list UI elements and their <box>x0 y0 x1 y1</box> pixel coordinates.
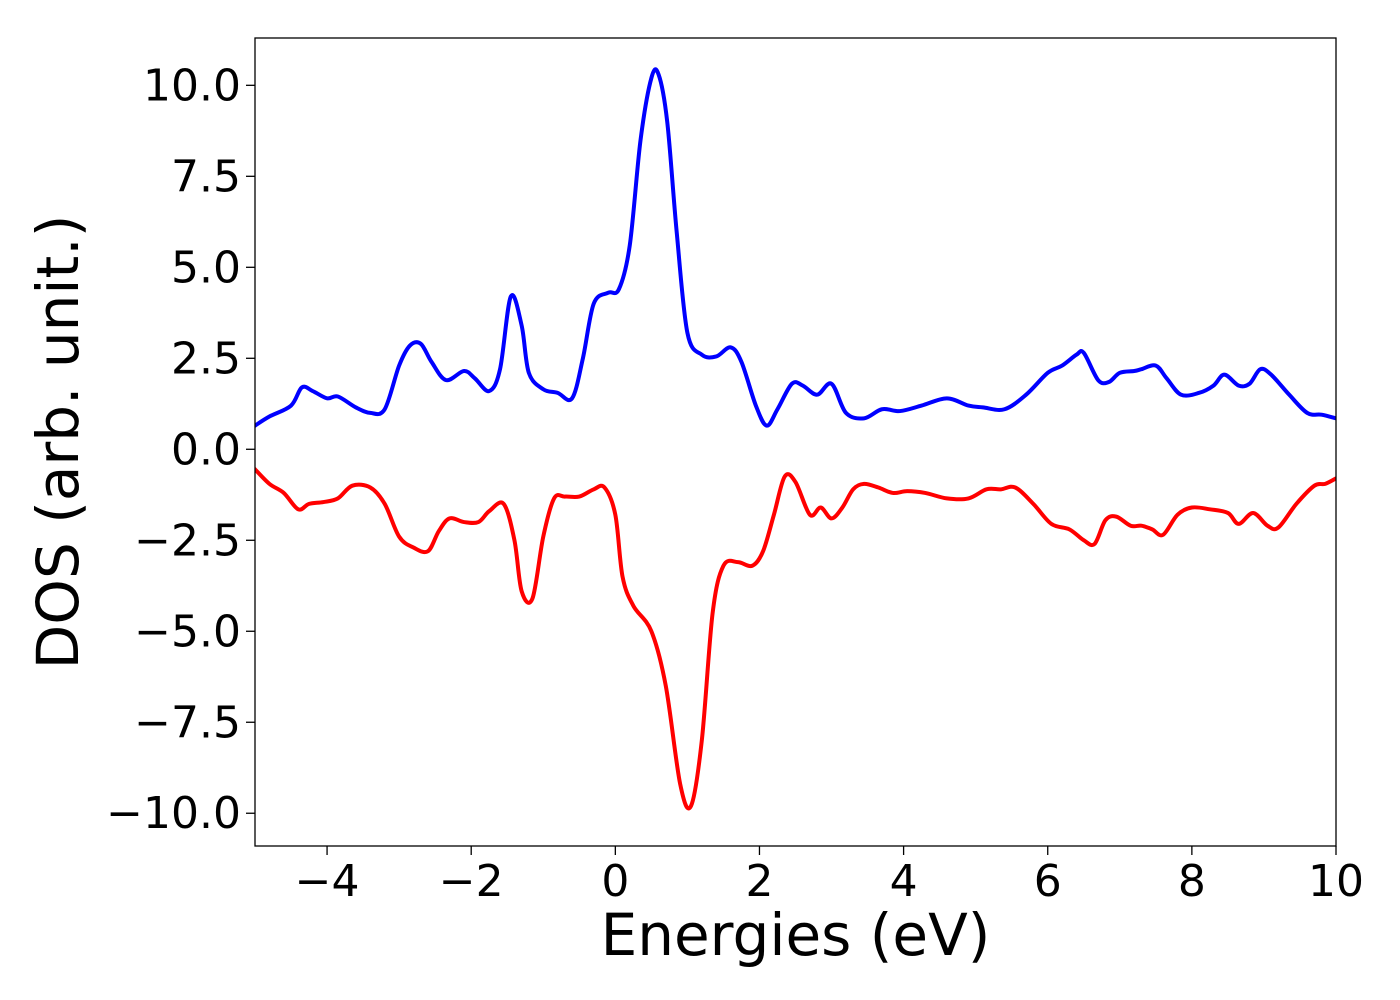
y-tick-label: 5.0 <box>171 242 241 293</box>
y-axis-label: DOS (arb. unit.) <box>24 215 92 670</box>
y-tick-label: 10.0 <box>143 60 241 111</box>
y-tick-label: −10.0 <box>106 788 241 839</box>
y-tick-label: 2.5 <box>171 333 241 384</box>
x-tick-label: 4 <box>890 856 918 907</box>
y-tick-label: −2.5 <box>134 515 241 566</box>
series-line-2 <box>255 467 1336 811</box>
x-axis-label: Energies (eV) <box>601 901 991 969</box>
y-tick-label: −7.5 <box>134 697 241 748</box>
x-tick-label: 6 <box>1034 856 1062 907</box>
series-layer <box>255 67 1336 811</box>
x-tick-label: 2 <box>745 856 773 907</box>
y-tick-label: 0.0 <box>171 424 241 475</box>
x-tick-label: 8 <box>1178 856 1206 907</box>
x-axis: −4 −2 0 2 4 6 8 10 <box>295 846 1364 907</box>
y-axis: 10.0 7.5 5.0 2.5 0.0 −2.5 −5.0 −7.5 −10.0 <box>106 60 255 839</box>
y-tick-label: −5.0 <box>134 606 241 657</box>
plot-area <box>254 37 1337 847</box>
x-tick-label: −4 <box>295 856 360 907</box>
x-tick-label: 0 <box>601 856 629 907</box>
x-tick-label: −2 <box>439 856 504 907</box>
y-tick-label: 7.5 <box>171 151 241 202</box>
series-line-1 <box>255 67 1336 428</box>
x-tick-label: 10 <box>1308 856 1364 907</box>
plot-frame <box>254 37 1337 847</box>
